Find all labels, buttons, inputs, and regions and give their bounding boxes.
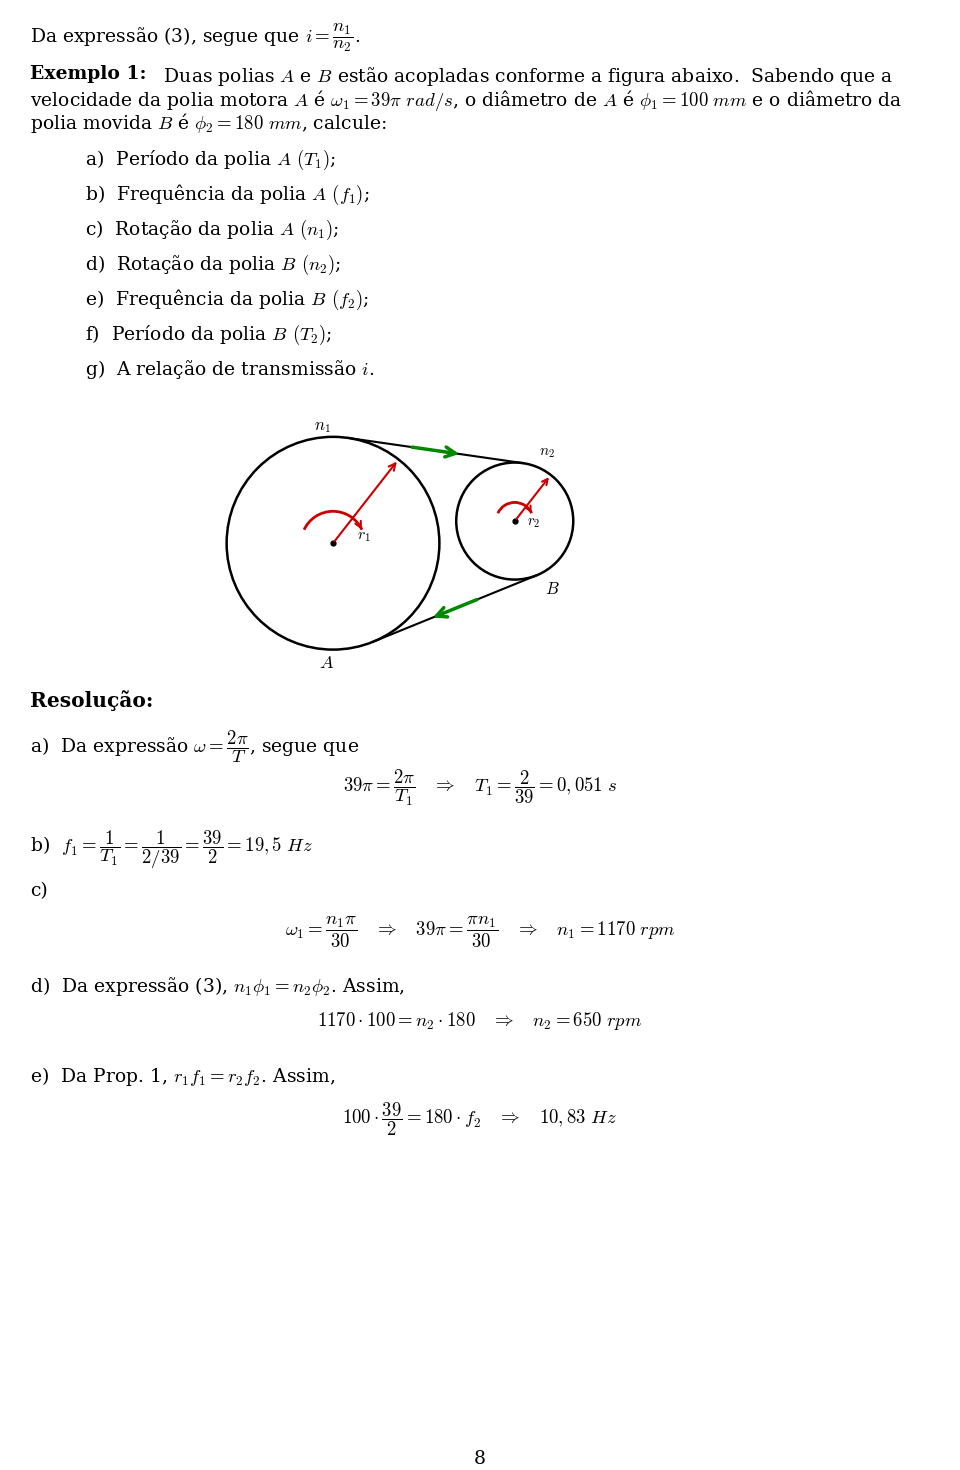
Text: Resolução:: Resolução: xyxy=(30,689,154,711)
Text: c): c) xyxy=(30,882,48,900)
Text: d)  Da expressão (3), $n_1\phi_1 = n_2\phi_2$. Assim,: d) Da expressão (3), $n_1\phi_1 = n_2\ph… xyxy=(30,975,405,998)
Text: b)  Frequência da polia $A$ $(f_1)$;: b) Frequência da polia $A$ $(f_1)$; xyxy=(85,182,370,207)
Text: $r_2$: $r_2$ xyxy=(527,516,540,531)
Text: g)  A relação de transmissão $i$.: g) A relação de transmissão $i$. xyxy=(85,359,374,381)
Text: 8: 8 xyxy=(474,1449,486,1469)
Text: $100 \cdot \dfrac{39}{2} = 180 \cdot f_2 \quad \Rightarrow \quad 10,83\ Hz$: $100 \cdot \dfrac{39}{2} = 180 \cdot f_2… xyxy=(343,1100,617,1138)
Text: $\omega_1 = \dfrac{n_1\pi}{30} \quad \Rightarrow \quad 39\pi = \dfrac{\pi n_1}{3: $\omega_1 = \dfrac{n_1\pi}{30} \quad \Ri… xyxy=(285,914,675,950)
Text: Exemplo 1:: Exemplo 1: xyxy=(30,65,147,82)
Text: $B$: $B$ xyxy=(545,581,560,598)
Text: a)  Período da polia $A$ $(T_1)$;: a) Período da polia $A$ $(T_1)$; xyxy=(85,148,336,172)
Text: b)  $f_1 = \dfrac{1}{T_1} = \dfrac{1}{2/39} = \dfrac{39}{2} = 19,5\ Hz$: b) $f_1 = \dfrac{1}{T_1} = \dfrac{1}{2/3… xyxy=(30,828,313,870)
Text: polia movida $B$ é $\phi_2 = 180\ mm$, calcule:: polia movida $B$ é $\phi_2 = 180\ mm$, c… xyxy=(30,112,387,135)
Text: e)  Frequência da polia $B$ $(f_2)$;: e) Frequência da polia $B$ $(f_2)$; xyxy=(85,288,369,312)
Text: d)  Rotação da polia $B$ $(n_2)$;: d) Rotação da polia $B$ $(n_2)$; xyxy=(85,253,341,278)
Text: $39\pi = \dfrac{2\pi}{T_1} \quad \Rightarrow \quad T_1 = \dfrac{2}{39} = 0,051\ : $39\pi = \dfrac{2\pi}{T_1} \quad \Righta… xyxy=(343,767,617,809)
Text: e)  Da Prop. 1, $r_1 f_1 = r_2 f_2$. Assim,: e) Da Prop. 1, $r_1 f_1 = r_2 f_2$. Assi… xyxy=(30,1064,335,1088)
Text: $A$: $A$ xyxy=(319,654,334,672)
Text: $1170 \cdot 100 = n_2 \cdot 180 \quad \Rightarrow \quad n_2 = 650\ rpm$: $1170 \cdot 100 = n_2 \cdot 180 \quad \R… xyxy=(318,1010,642,1032)
Text: $n_1$: $n_1$ xyxy=(314,417,330,435)
Text: a)  Da expressão $\omega = \dfrac{2\pi}{T}$, segue que: a) Da expressão $\omega = \dfrac{2\pi}{T… xyxy=(30,728,359,764)
Text: Duas polias $A$ e $B$ estão acopladas conforme a figura abaixo.  Sabendo que a: Duas polias $A$ e $B$ estão acopladas co… xyxy=(152,65,893,88)
Text: $n_2$: $n_2$ xyxy=(539,447,555,460)
Text: $r_1$: $r_1$ xyxy=(357,528,372,544)
Text: Da expressão (3), segue que $i = \dfrac{n_1}{n_2}$.: Da expressão (3), segue que $i = \dfrac{… xyxy=(30,22,360,54)
Text: f)  Período da polia $B$ $(T_2)$;: f) Período da polia $B$ $(T_2)$; xyxy=(85,323,332,347)
Text: c)  Rotação da polia $A$ $(n_1)$;: c) Rotação da polia $A$ $(n_1)$; xyxy=(85,218,339,243)
Text: velocidade da polia motora $A$ é $\omega_1 = 39\pi\ rad/s$, o diâmetro de $A$ é : velocidade da polia motora $A$ é $\omega… xyxy=(30,88,902,113)
